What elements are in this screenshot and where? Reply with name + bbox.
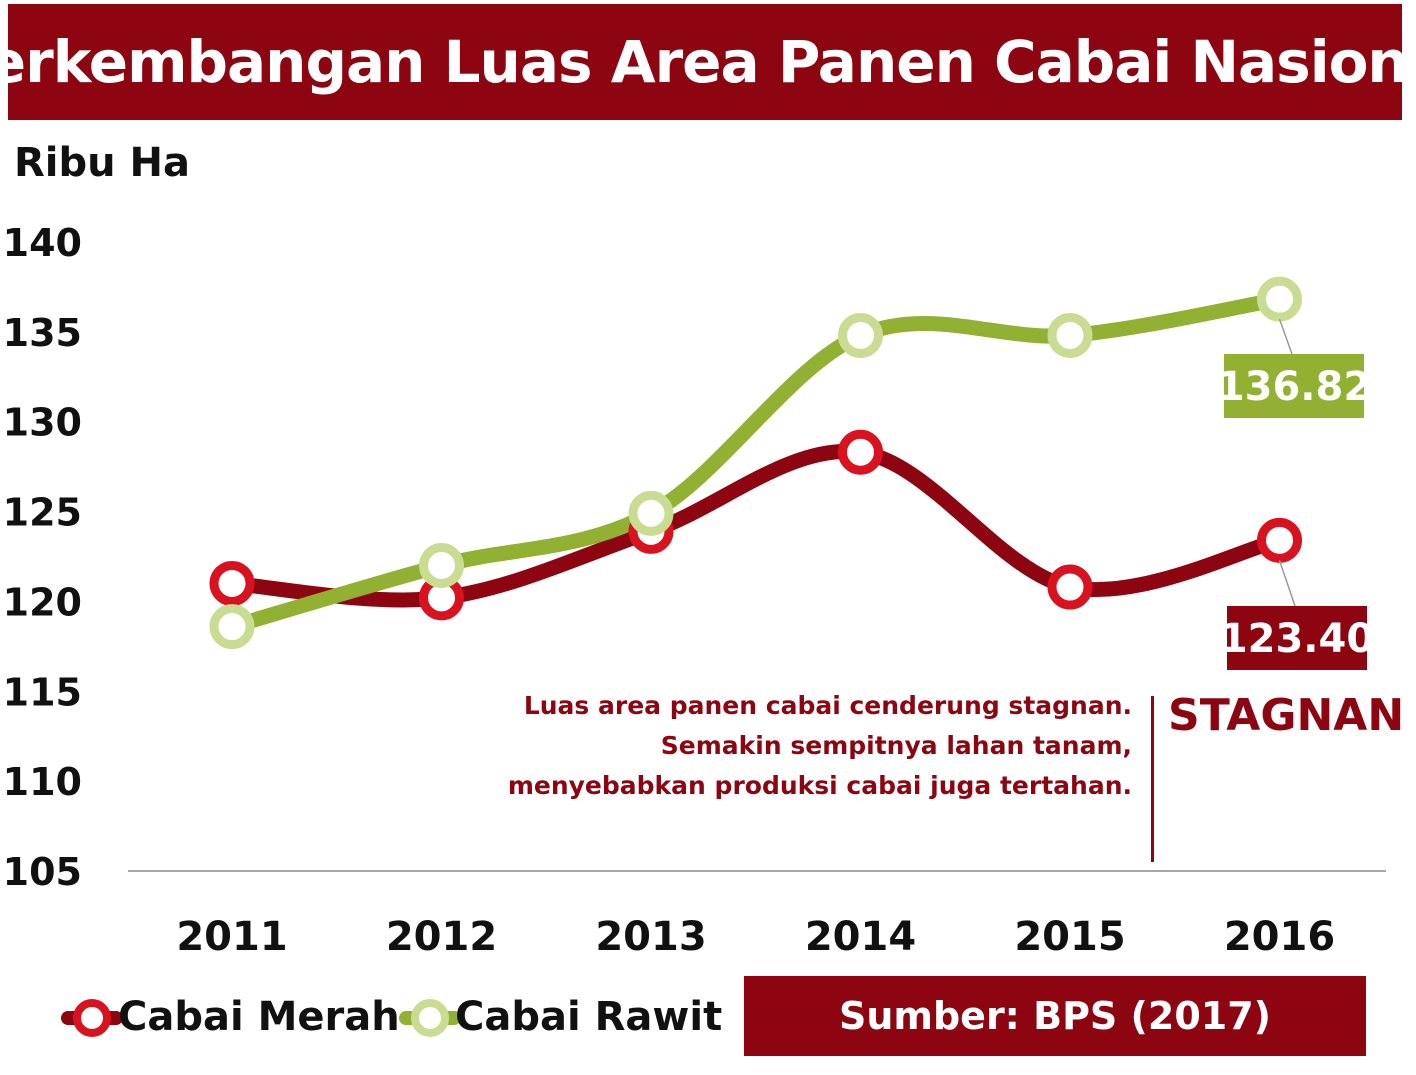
series-layer bbox=[209, 276, 1302, 650]
data-point-cabai-merah bbox=[838, 429, 883, 475]
end-value-labels: 123.40 136.82 bbox=[1217, 318, 1374, 670]
annotation-divider bbox=[1151, 696, 1154, 862]
y-tick-label: 110 bbox=[3, 760, 82, 804]
y-tick-labels: 105 110 115 120 125 130 135 140 bbox=[3, 221, 82, 894]
source-bar: Sumber: BPS (2017) bbox=[744, 976, 1366, 1056]
x-tick-label: 2015 bbox=[1014, 914, 1125, 960]
y-tick-label: 120 bbox=[3, 580, 82, 624]
data-point-cabai-merah bbox=[1047, 564, 1093, 610]
x-tick-label: 2013 bbox=[595, 914, 706, 960]
end-label-box-cabai-rawit bbox=[1224, 354, 1364, 418]
end-label-leader-cabai-rawit bbox=[1278, 318, 1293, 355]
data-point-cabai-rawit bbox=[419, 542, 464, 588]
data-point-cabai-rawit bbox=[1257, 276, 1302, 322]
y-tick-label: 130 bbox=[3, 401, 82, 445]
x-tick-label: 2014 bbox=[805, 914, 916, 960]
y-tick-label: 105 bbox=[3, 850, 82, 894]
end-label-box-cabai-merah bbox=[1227, 606, 1367, 670]
end-value-label-cabai-rawit: 136.82 bbox=[1217, 364, 1371, 410]
y-axis-unit-label: Ribu Ha bbox=[14, 140, 191, 186]
series-markers bbox=[209, 276, 1302, 650]
legend-label-cabai-merah: Cabai Merah bbox=[118, 994, 400, 1040]
legend-marker-cabai-merah bbox=[73, 999, 111, 1037]
data-point-cabai-merah bbox=[209, 560, 255, 606]
title-bar: Perkembangan Luas Area Panen Cabai Nasio… bbox=[0, 4, 1416, 120]
stagnan-tag: STAGNAN bbox=[1168, 690, 1405, 741]
y-tick-label: 140 bbox=[3, 221, 82, 265]
annotation-line: Semakin sempitnya lahan tanam, bbox=[660, 731, 1132, 760]
annotation-line: Luas area panen cabai cenderung stagnan. bbox=[523, 691, 1132, 720]
legend-marker-cabai-rawit bbox=[411, 999, 449, 1037]
data-point-cabai-rawit bbox=[628, 490, 674, 536]
data-point-cabai-merah bbox=[1257, 517, 1302, 563]
legend-markers bbox=[61, 999, 461, 1037]
annotation-line: menyebabkan produksi cabai juga tertahan… bbox=[507, 771, 1132, 800]
series-line-cabai-rawit bbox=[224, 291, 1287, 635]
y-tick-label: 135 bbox=[3, 311, 82, 355]
series-lines bbox=[224, 291, 1287, 635]
legend-label-cabai-rawit: Cabai Rawit bbox=[455, 994, 723, 1040]
x-tick-label: 2011 bbox=[176, 914, 287, 960]
data-point-cabai-rawit bbox=[838, 312, 883, 358]
x-tick-label: 2012 bbox=[386, 914, 497, 960]
end-label-leader-cabai-merah bbox=[1278, 560, 1296, 607]
x-tick-labels: 2011 2012 2013 2014 2015 2016 bbox=[176, 914, 1335, 960]
y-tick-label: 115 bbox=[3, 670, 82, 714]
y-tick-label: 125 bbox=[3, 491, 82, 535]
data-point-cabai-rawit bbox=[1047, 312, 1093, 358]
data-point-cabai-rawit bbox=[209, 604, 255, 650]
source-text: Sumber: BPS (2017) bbox=[838, 994, 1272, 1038]
x-tick-label: 2016 bbox=[1224, 914, 1335, 960]
end-value-label-cabai-merah: 123.40 bbox=[1220, 616, 1374, 662]
annotation-text: Luas area panen cabai cenderung stagnan.… bbox=[508, 686, 1132, 806]
chart-title: Perkembangan Luas Area Panen Cabai Nasio… bbox=[0, 28, 1416, 96]
